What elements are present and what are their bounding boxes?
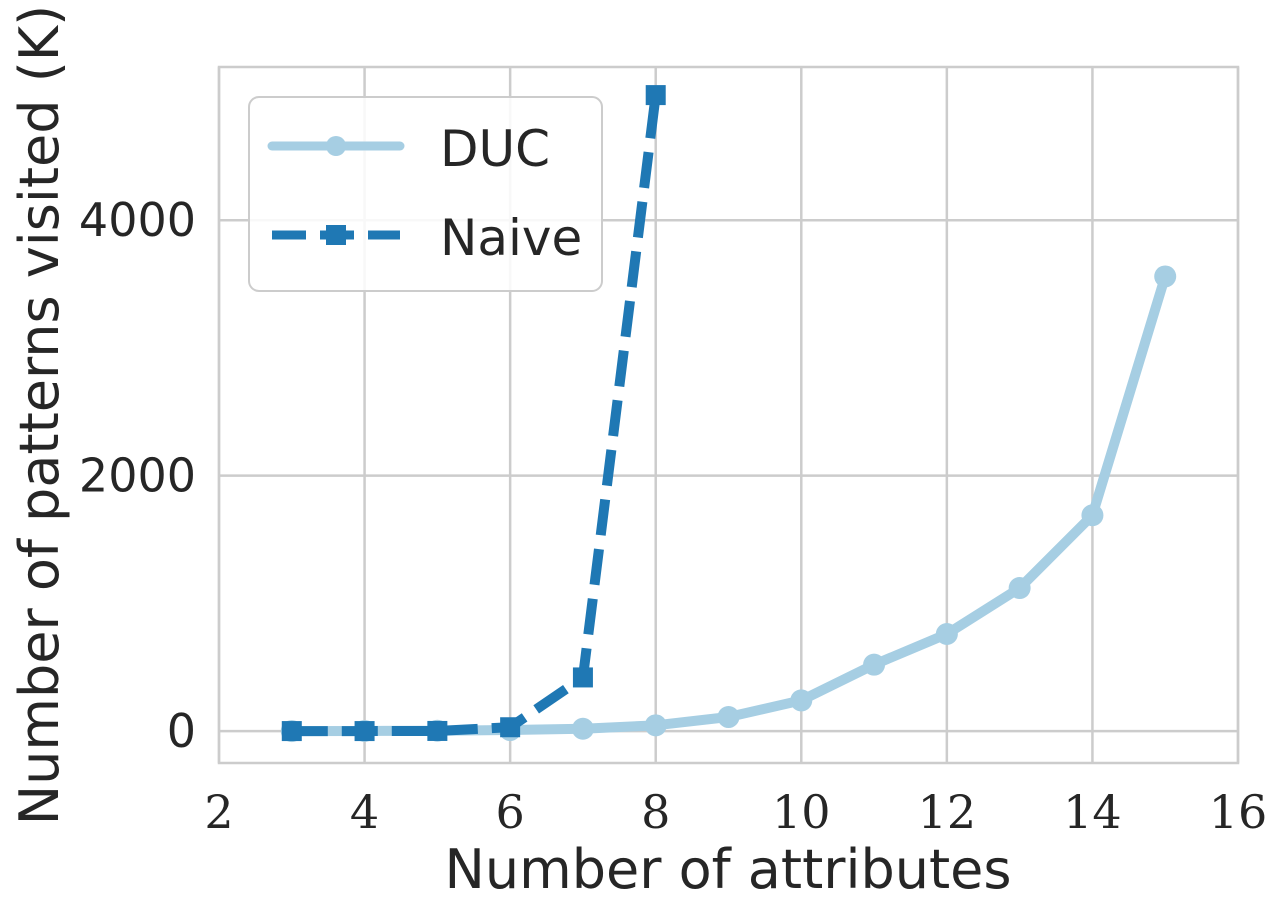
naive-data-point [427, 720, 448, 741]
y-tick-label: 4000 [79, 193, 196, 247]
naive-data-point [354, 721, 375, 742]
x-tick-label: 2 [204, 785, 233, 839]
y-tick-label: 2000 [79, 449, 196, 503]
series-layer [280, 85, 1177, 743]
duc-data-point [1154, 265, 1177, 288]
x-tick-label: 10 [772, 785, 831, 839]
x-tick-label: 12 [918, 785, 977, 839]
naive-data-point [500, 717, 521, 738]
plot-frame [217, 65, 1240, 765]
legend: DUC Naive [248, 96, 603, 292]
duc-data-point [1008, 577, 1031, 600]
tick-labels: 2 4 6 8 10 12 14 16 0 2000 4000 [79, 193, 1267, 839]
legend-naive-label: Naive [440, 209, 582, 267]
naive-series-line [291, 94, 661, 737]
x-tick-label: 14 [1063, 785, 1122, 839]
duc-data-point [790, 689, 813, 712]
duc-data-point [644, 714, 667, 737]
duc-data-point [1081, 504, 1104, 527]
y-axis-label: Number of patterns visited (K) [8, 5, 71, 826]
x-tick-label: 8 [641, 785, 670, 839]
duc-data-point [571, 717, 594, 740]
duc-data-point [863, 653, 886, 676]
legend-duc-label: DUC [440, 120, 550, 178]
y-tick-label: 0 [167, 704, 196, 758]
naive-data-point [645, 85, 666, 106]
duc-data-point [935, 623, 958, 646]
naive-data-point [281, 721, 302, 742]
legend-naive-marker [326, 225, 346, 245]
duc-series-line [286, 271, 1171, 737]
duc-data-point [717, 706, 740, 729]
x-tick-label: 16 [1209, 785, 1268, 839]
naive-data-point [572, 667, 593, 688]
x-axis-label: Number of attributes [445, 838, 1012, 901]
x-tick-label: 6 [496, 785, 525, 839]
x-tick-label: 4 [350, 785, 379, 839]
legend-duc-marker [326, 136, 346, 156]
